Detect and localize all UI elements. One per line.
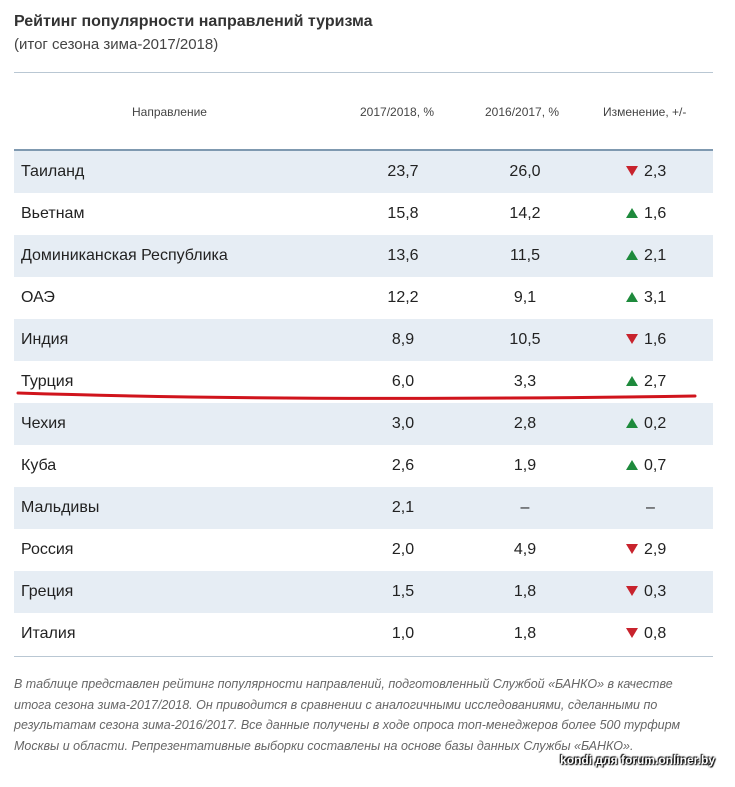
row-value-2017: 14,2 (509, 205, 541, 222)
table-row: Индия 8,9 10,5 1,6 (14, 319, 713, 361)
row-direction: Чехия (21, 415, 66, 432)
row-direction: Турция (21, 373, 74, 390)
row-change: 2,7 (626, 373, 686, 391)
row-value-2017: 2,8 (513, 415, 537, 432)
table-row: Куба 2,6 1,9 0,7 (14, 445, 713, 487)
row-change: 2,9 (626, 541, 686, 559)
row-value-2018: 13,6 (387, 247, 419, 264)
row-value-2018: 2,1 (391, 499, 415, 516)
table-row: Турция 6,0 3,3 2,7 (14, 361, 713, 403)
arrow-up-icon (626, 249, 638, 260)
row-direction: Мальдивы (21, 499, 100, 516)
row-change: 3,1 (626, 289, 686, 307)
row-direction: ОАЭ (21, 289, 55, 306)
row-value-2018: 2,6 (391, 457, 415, 474)
row-change-value: 0,8 (644, 625, 667, 642)
row-value-2017: 10,5 (509, 331, 541, 348)
row-change-value: 0,3 (644, 583, 667, 600)
row-change: 0,3 (626, 583, 686, 601)
arrow-down-icon (626, 585, 638, 596)
row-change-value: 3,1 (644, 289, 667, 306)
arrow-up-icon (626, 291, 638, 302)
watermark: kondi для forum.onliner.by (560, 753, 715, 767)
column-header-2018: 2017/2018, % (360, 105, 435, 119)
row-value-2017: – (520, 499, 530, 516)
row-direction: Вьетнам (21, 205, 85, 222)
row-value-2018: 6,0 (391, 373, 415, 390)
row-direction: Куба (21, 457, 57, 474)
row-change-value: 1,6 (644, 331, 667, 348)
row-change: 1,6 (626, 331, 686, 349)
row-value-2018: 15,8 (387, 205, 419, 222)
row-direction: Россия (21, 541, 74, 558)
row-value-2017: 26,0 (509, 163, 541, 180)
arrow-down-icon (626, 333, 638, 344)
row-value-2018: 1,0 (391, 625, 415, 642)
row-direction: Доминиканская Республика (21, 247, 228, 264)
row-value-2018: 12,2 (387, 289, 419, 306)
row-value-2017: 3,3 (513, 373, 537, 390)
row-change-value: 0,7 (644, 457, 667, 474)
column-header-2017: 2016/2017, % (485, 105, 560, 119)
arrow-down-icon (626, 165, 638, 176)
row-value-2017: 1,8 (513, 583, 537, 600)
table-row: Россия 2,0 4,9 2,9 (14, 529, 713, 571)
row-change: 0,8 (626, 625, 686, 643)
row-change-value: 2,3 (644, 163, 667, 180)
arrow-down-icon (626, 543, 638, 554)
table-row: Чехия 3,0 2,8 0,2 (14, 403, 713, 445)
row-value-2017: 1,8 (513, 625, 537, 642)
row-value-2017: 11,5 (510, 247, 540, 264)
row-direction: Греция (21, 583, 74, 600)
row-change: 2,3 (626, 163, 686, 181)
row-direction: Таиланд (21, 163, 85, 180)
column-header-change: Изменение, +/- (603, 105, 687, 119)
row-value-2018: 1,5 (391, 583, 415, 600)
arrow-up-icon (626, 417, 638, 428)
table-body: Таиланд 23,7 26,0 2,3 Вьетнам 15,8 14,2 1,6 Доми… (14, 151, 713, 655)
table-row: Италия 1,0 1,8 0,8 (14, 613, 713, 655)
row-change: 2,1 (626, 247, 686, 265)
row-value-2018: 2,0 (391, 541, 415, 558)
row-change-value: 0,2 (644, 415, 667, 432)
page-subtitle: (итог сезона зима-2017/2018) (14, 36, 219, 53)
arrow-up-icon (626, 375, 638, 386)
row-change: 0,7 (626, 457, 686, 475)
header-divider (14, 149, 713, 151)
row-value-2018: 23,7 (387, 163, 419, 180)
footnote: В таблице представлен рейтинг популярнос… (14, 677, 681, 753)
row-change-value: 2,7 (644, 373, 667, 390)
top-divider (14, 72, 713, 73)
row-value-2017: 9,1 (513, 289, 537, 306)
table-header: Направление 2017/2018, % 2016/2017, % Из… (14, 96, 713, 128)
column-header-direction: Направление (132, 105, 207, 119)
row-direction: Индия (21, 331, 69, 348)
table-row: Вьетнам 15,8 14,2 1,6 (14, 193, 713, 235)
row-change: 1,6 (626, 205, 686, 223)
arrow-up-icon (626, 459, 638, 470)
row-value-2017: 4,9 (513, 541, 537, 558)
row-value-2018: 8,9 (391, 331, 415, 348)
row-change: – (646, 499, 655, 516)
row-change-value: 2,9 (644, 541, 667, 558)
arrow-up-icon (626, 207, 638, 218)
table-row: Таиланд 23,7 26,0 2,3 (14, 151, 713, 193)
row-value-2017: 1,9 (513, 457, 537, 474)
row-change-value: 2,1 (644, 247, 667, 264)
page-title: Рейтинг популярности направлений туризма (14, 13, 373, 30)
table-row: Доминиканская Республика 13,6 11,5 2,1 (14, 235, 713, 277)
arrow-down-icon (626, 627, 638, 638)
table-row: ОАЭ 12,2 9,1 3,1 (14, 277, 713, 319)
bottom-divider (14, 656, 713, 657)
row-value-2018: 3,0 (391, 415, 415, 432)
row-direction: Италия (21, 625, 76, 642)
table-row: Мальдивы 2,1 – – (14, 487, 713, 529)
row-change-value: 1,6 (644, 205, 667, 222)
table-row: Греция 1,5 1,8 0,3 (14, 571, 713, 613)
row-change: 0,2 (626, 415, 686, 433)
